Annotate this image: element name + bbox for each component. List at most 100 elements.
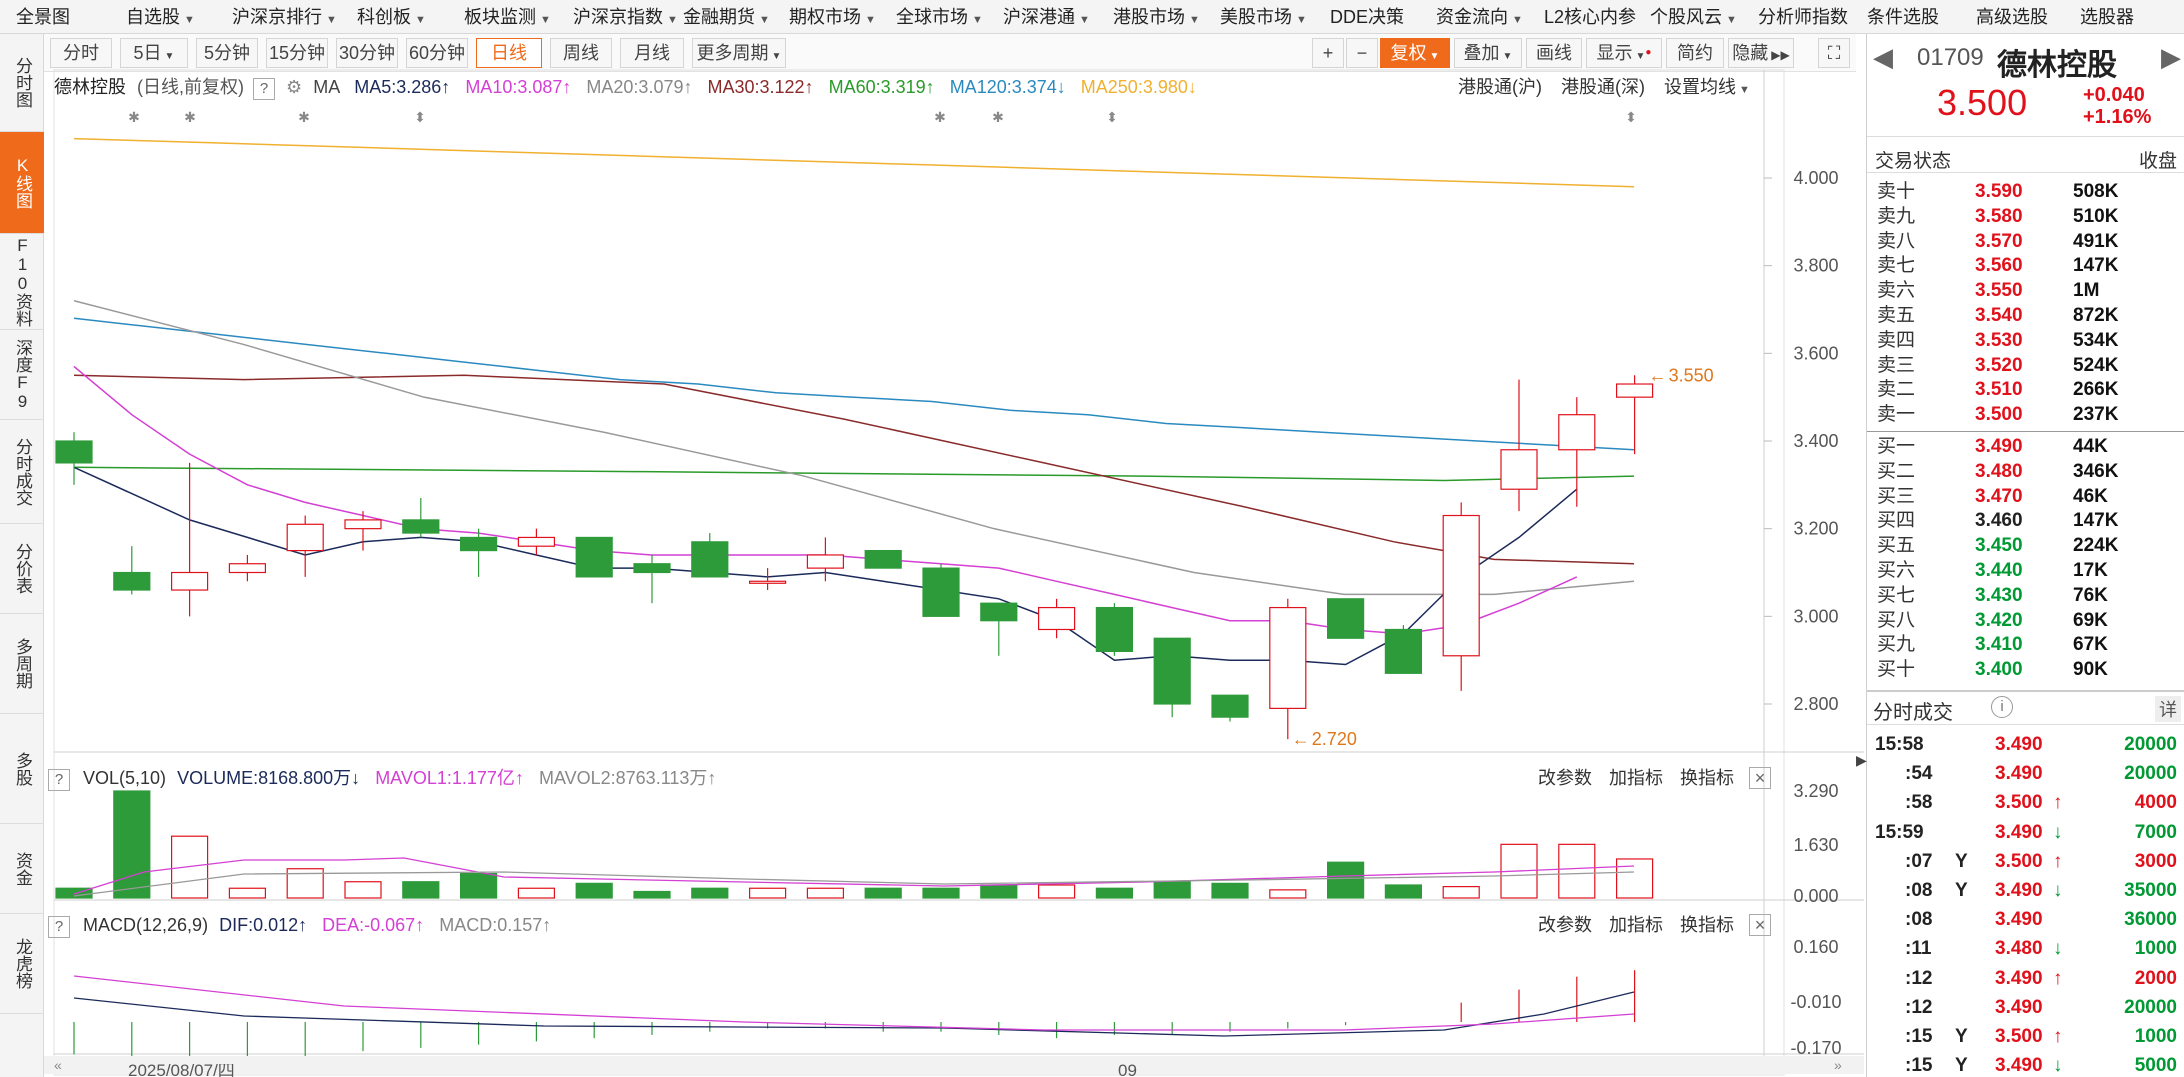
period-tab-9[interactable]: 更多周期 ▼ xyxy=(692,38,786,68)
period-tab-3[interactable]: 15分钟 xyxy=(266,38,328,68)
volume-bar xyxy=(806,887,845,899)
period-tab-6[interactable]: 日线 xyxy=(476,38,542,68)
left-tab-9[interactable]: 龙虎榜 xyxy=(0,914,44,1014)
candle-body xyxy=(1211,694,1249,718)
gear-icon[interactable]: ⚙ xyxy=(286,77,303,97)
left-tab-7[interactable]: 多股 xyxy=(0,714,44,824)
topnav-item-13[interactable]: 资金流向 ▼ xyxy=(1436,0,1523,34)
ask-volume: 872K xyxy=(2073,305,2119,326)
period-tab-label: 30分钟 xyxy=(338,43,396,63)
topnav-item-10[interactable]: 港股市场 ▼ xyxy=(1113,0,1200,34)
topnav-item-label: 条件选股 xyxy=(1867,7,1939,27)
macd-add-indicator-button[interactable]: 加指标 xyxy=(1609,915,1664,935)
left-tab-2[interactable]: F10资料 xyxy=(0,234,44,330)
toolbar-button-7[interactable]: 隐藏 ▶▶ xyxy=(1728,38,1794,68)
left-tab-1[interactable]: K线图 xyxy=(0,132,44,234)
legend-help-button[interactable]: ? xyxy=(253,78,276,100)
volume-bar xyxy=(517,887,555,899)
dif-value: DIF:0.012 xyxy=(219,915,299,935)
high-annotation: ← xyxy=(1649,365,1667,385)
topnav-item-4[interactable]: 板块监测 ▼ xyxy=(464,0,551,34)
ticks-detail-button[interactable]: 详 xyxy=(2155,696,2181,722)
vol-close-button[interactable]: × xyxy=(1749,767,1772,789)
chevron-down-icon: ▼ xyxy=(1429,51,1440,62)
topnav-item-14[interactable]: L2核心内参 xyxy=(1544,0,1636,34)
bid-volume: 46K xyxy=(2073,485,2108,507)
period-tab-2[interactable]: 5分钟 xyxy=(196,38,258,68)
period-tab-7[interactable]: 周线 xyxy=(550,38,612,68)
toolbar-button-3[interactable]: 叠加 ▼ xyxy=(1454,38,1522,68)
topnav-item-12[interactable]: DDE决策 xyxy=(1330,0,1404,34)
topnav-item-6[interactable]: 金融期货 ▼ xyxy=(683,0,770,34)
toolbar-button-6[interactable]: 简约 xyxy=(1666,38,1724,68)
left-tab-6[interactable]: 多周期 xyxy=(0,614,44,714)
next-stock-button[interactable]: ▶ xyxy=(2161,42,2181,72)
toolbar-button-0[interactable]: + xyxy=(1312,38,1344,68)
toolbar-button-2[interactable]: 复权 ▼ xyxy=(1380,38,1450,68)
topnav-item-label: 港股市场 xyxy=(1113,7,1185,27)
period-tab-0[interactable]: 分时 xyxy=(50,38,112,68)
toolbar-button-5[interactable]: 显示 ▼● xyxy=(1586,38,1662,68)
tick-time: :12 xyxy=(1905,967,1933,989)
toolbar-button-1[interactable]: − xyxy=(1346,38,1378,68)
tick-time: 15:59 xyxy=(1875,821,1924,843)
left-tab-3[interactable]: 深度F9 xyxy=(0,330,44,420)
hk-connect-sh-button[interactable]: 港股通(沪) xyxy=(1458,77,1542,97)
bid-volume: 346K xyxy=(2073,460,2119,482)
prev-stock-button[interactable]: ◀ xyxy=(1873,42,1893,72)
period-tab-4[interactable]: 30分钟 xyxy=(336,38,398,68)
panel-splitter-handle[interactable]: ▶ xyxy=(1856,752,1867,768)
ask-label: 卖六 xyxy=(1877,280,1916,302)
info-icon[interactable]: i xyxy=(1991,696,2013,718)
topnav-item-17[interactable]: 条件选股 xyxy=(1867,0,1939,34)
vol-help-button[interactable]: ? xyxy=(48,769,70,791)
bid-row: 买九 3.410 67K xyxy=(1867,632,2184,657)
bid-price: 3.480 xyxy=(1975,460,2023,482)
period-tab-1[interactable]: 5日 ▼ xyxy=(120,38,188,68)
toolbar-button-4[interactable]: 画线 xyxy=(1526,38,1582,68)
period-tab-5[interactable]: 60分钟 xyxy=(406,38,468,68)
chevron-down-icon: ▼ xyxy=(415,14,426,26)
topnav-item-15[interactable]: 个股风云 ▼ xyxy=(1650,0,1737,34)
hk-connect-sz-button[interactable]: 港股通(深) xyxy=(1561,77,1646,97)
vol-tick-label: 3.290 xyxy=(1793,781,1838,801)
vol-edit-params-button[interactable]: 改参数 xyxy=(1538,768,1592,788)
candle xyxy=(1442,502,1480,691)
kline-chart[interactable]: 4.000 3.800 3.600 3.400 3.200 3.000 2.800 ✱ ✱ ✱ ⬍ ✱… xyxy=(44,34,1866,1077)
left-tab-0[interactable]: 分时图 xyxy=(0,34,44,132)
left-tab-8[interactable]: 资金 xyxy=(0,824,44,914)
chevron-down-icon: ▼ xyxy=(771,51,782,62)
bid-label: 买六 xyxy=(1877,560,1916,581)
topnav-item-1[interactable]: 自选股 ▼ xyxy=(126,0,195,34)
divider xyxy=(1867,690,2184,692)
period-tab-8[interactable]: 月线 xyxy=(620,38,684,68)
left-tab-4[interactable]: 分时成交 xyxy=(0,420,44,524)
candle xyxy=(1500,379,1538,512)
macd-edit-params-button[interactable]: 改参数 xyxy=(1538,915,1592,935)
volume-bar xyxy=(344,881,382,899)
macd-switch-indicator-button[interactable]: 换指标 xyxy=(1680,915,1735,935)
topnav-item-8[interactable]: 全球市场 ▼ xyxy=(896,0,983,34)
topnav-item-19[interactable]: 选股器 xyxy=(2080,0,2134,34)
topnav-item-2[interactable]: 沪深京排行 ▼ xyxy=(232,0,337,34)
topnav-item-9[interactable]: 沪深港通 ▼ xyxy=(1003,0,1090,34)
left-tab-5[interactable]: 分价表 xyxy=(0,524,44,614)
set-ma-button[interactable]: 设置均线 xyxy=(1664,77,1737,97)
topnav-item-18[interactable]: 高级选股 xyxy=(1976,0,2048,34)
topnav-item-5[interactable]: 沪深京指数 ▼ xyxy=(573,0,678,34)
macd-help-button[interactable]: ? xyxy=(48,916,70,938)
topnav-item-3[interactable]: 科创板 ▼ xyxy=(357,0,426,34)
tick-volume: 7000 xyxy=(2134,821,2177,843)
topnav-item-11[interactable]: 美股市场 ▼ xyxy=(1220,0,1307,34)
topnav-item-7[interactable]: 期权市场 ▼ xyxy=(789,0,876,34)
candle-body xyxy=(1153,637,1191,705)
macd-close-button[interactable]: × xyxy=(1749,914,1772,936)
topnav-item-16[interactable]: 分析师指数 xyxy=(1758,0,1848,34)
fullscreen-icon[interactable]: ⛶ xyxy=(1818,38,1850,68)
topnav-item-0[interactable]: 全景图 xyxy=(16,0,70,34)
up-arrow-icon: ↑ xyxy=(683,77,693,97)
bid-label: 买七 xyxy=(1877,584,1916,606)
volume-bar xyxy=(1615,858,1654,899)
vol-switch-indicator-button[interactable]: 换指标 xyxy=(1680,768,1735,788)
vol-add-indicator-button[interactable]: 加指标 xyxy=(1609,768,1664,788)
